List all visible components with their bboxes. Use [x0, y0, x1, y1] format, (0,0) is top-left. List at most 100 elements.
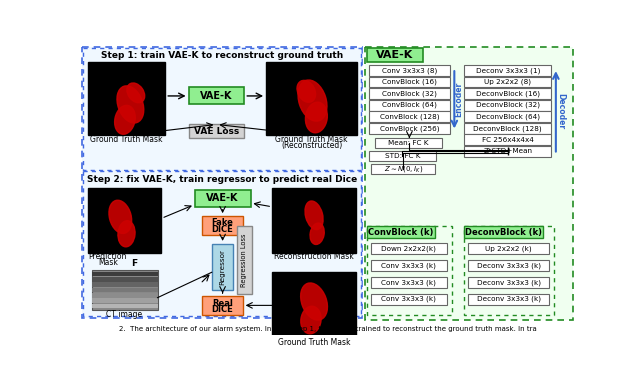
- FancyBboxPatch shape: [195, 190, 250, 207]
- Ellipse shape: [127, 83, 145, 103]
- FancyBboxPatch shape: [465, 100, 551, 111]
- FancyBboxPatch shape: [371, 260, 447, 271]
- Text: Ground Truth Mask: Ground Truth Mask: [275, 135, 348, 144]
- Ellipse shape: [301, 306, 321, 334]
- FancyBboxPatch shape: [92, 288, 157, 292]
- Text: VAE-K: VAE-K: [200, 91, 233, 101]
- FancyBboxPatch shape: [369, 123, 450, 134]
- Text: Step 1: train VAE-K to reconstruct ground truth: Step 1: train VAE-K to reconstruct groun…: [100, 52, 343, 61]
- FancyBboxPatch shape: [92, 304, 157, 308]
- Text: DeconvBlock (64): DeconvBlock (64): [476, 114, 540, 120]
- FancyBboxPatch shape: [212, 244, 234, 290]
- Text: Mask: Mask: [98, 258, 118, 267]
- FancyBboxPatch shape: [465, 226, 554, 315]
- Text: Deconv 3x3x3 (1): Deconv 3x3x3 (1): [476, 67, 540, 74]
- Text: Z*STD+Mean: Z*STD+Mean: [483, 149, 532, 155]
- FancyBboxPatch shape: [371, 294, 447, 305]
- Text: Regressor: Regressor: [220, 249, 226, 285]
- Text: Conv 3x3x3 (k): Conv 3x3x3 (k): [381, 296, 436, 302]
- FancyBboxPatch shape: [92, 299, 157, 303]
- Text: Up 2x2x2 (k): Up 2x2x2 (k): [485, 245, 532, 252]
- Ellipse shape: [117, 86, 144, 123]
- FancyBboxPatch shape: [81, 47, 362, 318]
- FancyBboxPatch shape: [369, 65, 450, 76]
- FancyBboxPatch shape: [88, 62, 165, 135]
- Text: ConvBlock (64): ConvBlock (64): [382, 102, 437, 108]
- Text: VAE-K: VAE-K: [206, 193, 239, 203]
- FancyBboxPatch shape: [465, 146, 551, 157]
- FancyBboxPatch shape: [465, 111, 551, 122]
- Text: 2.  The architecture of our alarm system. In train step 1, the VAE is trained to: 2. The architecture of our alarm system.…: [119, 326, 537, 332]
- FancyBboxPatch shape: [465, 135, 551, 145]
- FancyBboxPatch shape: [468, 277, 549, 288]
- FancyBboxPatch shape: [369, 152, 436, 161]
- FancyBboxPatch shape: [92, 282, 157, 287]
- Text: Mean: FC K: Mean: FC K: [388, 140, 429, 146]
- Ellipse shape: [298, 80, 327, 121]
- Text: ConvBlock (128): ConvBlock (128): [380, 114, 439, 120]
- Text: DICE: DICE: [212, 224, 234, 233]
- FancyBboxPatch shape: [468, 243, 549, 254]
- Text: STD: FC K: STD: FC K: [385, 153, 420, 159]
- Ellipse shape: [305, 201, 323, 230]
- Text: Deconv 3x3x3 (k): Deconv 3x3x3 (k): [477, 279, 541, 285]
- Text: DeconvBlock (32): DeconvBlock (32): [476, 102, 540, 108]
- Text: Conv 3x3x3 (k): Conv 3x3x3 (k): [381, 262, 436, 268]
- Text: Encoder: Encoder: [454, 82, 463, 117]
- FancyBboxPatch shape: [465, 123, 551, 134]
- FancyBboxPatch shape: [465, 65, 551, 76]
- FancyBboxPatch shape: [202, 296, 243, 315]
- Text: Conv 3x3x3 (k): Conv 3x3x3 (k): [381, 279, 436, 285]
- Text: ConvBlock (16): ConvBlock (16): [382, 79, 437, 85]
- Text: Real: Real: [212, 299, 233, 308]
- FancyBboxPatch shape: [465, 226, 543, 238]
- FancyBboxPatch shape: [92, 271, 157, 276]
- Ellipse shape: [310, 223, 324, 244]
- Text: Prediction: Prediction: [89, 252, 127, 261]
- Text: ConvBlock (32): ConvBlock (32): [382, 90, 437, 97]
- Text: Ground Truth Mask: Ground Truth Mask: [90, 135, 163, 144]
- FancyBboxPatch shape: [189, 124, 244, 138]
- FancyBboxPatch shape: [92, 270, 157, 310]
- FancyBboxPatch shape: [83, 171, 360, 316]
- Text: Reconstruction Mask: Reconstruction Mask: [274, 252, 354, 261]
- Text: Up 2x2x2 (8): Up 2x2x2 (8): [484, 79, 531, 85]
- Text: Step 2: fix VAE-K, train regressor to predict real Dice: Step 2: fix VAE-K, train regressor to pr…: [86, 174, 357, 183]
- Text: DeconvBlock (128): DeconvBlock (128): [474, 125, 542, 132]
- Text: Decoder: Decoder: [556, 93, 565, 129]
- Text: Down 2x2x2(k): Down 2x2x2(k): [381, 245, 436, 252]
- FancyBboxPatch shape: [369, 77, 450, 88]
- Ellipse shape: [115, 105, 135, 134]
- Text: Deconv 3x3x3 (k): Deconv 3x3x3 (k): [477, 262, 541, 268]
- Ellipse shape: [297, 80, 316, 102]
- Text: $\mathbf{F}$: $\mathbf{F}$: [131, 257, 138, 268]
- FancyBboxPatch shape: [272, 272, 356, 338]
- FancyBboxPatch shape: [465, 88, 551, 99]
- FancyBboxPatch shape: [92, 277, 157, 282]
- FancyBboxPatch shape: [365, 47, 573, 320]
- Ellipse shape: [305, 102, 327, 133]
- Text: FC 256x4x4x4: FC 256x4x4x4: [482, 137, 534, 143]
- FancyBboxPatch shape: [369, 88, 450, 99]
- Text: Fake: Fake: [212, 218, 234, 227]
- Ellipse shape: [301, 283, 328, 320]
- Text: DeconvBlock (16): DeconvBlock (16): [476, 90, 540, 97]
- FancyBboxPatch shape: [371, 277, 447, 288]
- FancyBboxPatch shape: [272, 188, 356, 253]
- Text: Ground Truth Mask: Ground Truth Mask: [278, 338, 350, 347]
- FancyBboxPatch shape: [237, 226, 252, 294]
- FancyBboxPatch shape: [367, 226, 452, 315]
- Ellipse shape: [109, 200, 132, 233]
- Text: (Reconstructed): (Reconstructed): [281, 141, 342, 150]
- Text: DICE: DICE: [212, 305, 234, 314]
- FancyBboxPatch shape: [371, 243, 447, 254]
- Text: CT image: CT image: [106, 310, 142, 319]
- Text: Conv 3x3x3 (8): Conv 3x3x3 (8): [381, 67, 437, 74]
- FancyBboxPatch shape: [371, 164, 435, 174]
- FancyBboxPatch shape: [92, 293, 157, 298]
- Text: VAE-K: VAE-K: [376, 50, 413, 60]
- FancyBboxPatch shape: [266, 62, 358, 135]
- FancyBboxPatch shape: [83, 48, 360, 170]
- Text: ConvBlock (k): ConvBlock (k): [368, 228, 433, 237]
- Text: DeconvBlock (k): DeconvBlock (k): [465, 228, 543, 237]
